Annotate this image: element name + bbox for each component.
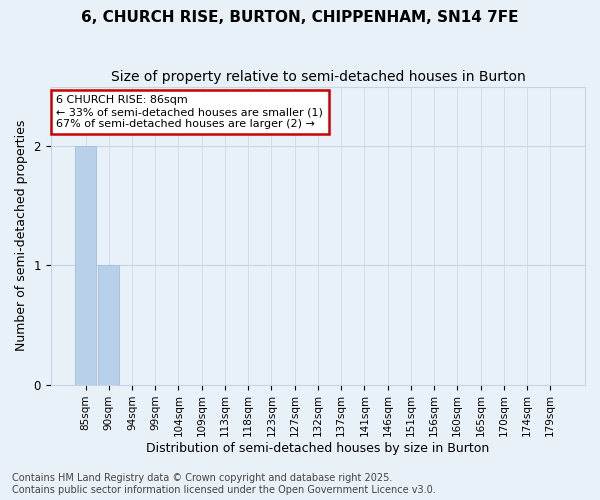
Y-axis label: Number of semi-detached properties: Number of semi-detached properties bbox=[15, 120, 28, 352]
Title: Size of property relative to semi-detached houses in Burton: Size of property relative to semi-detach… bbox=[110, 70, 525, 84]
Bar bbox=[98, 266, 119, 384]
Text: Contains HM Land Registry data © Crown copyright and database right 2025.
Contai: Contains HM Land Registry data © Crown c… bbox=[12, 474, 436, 495]
X-axis label: Distribution of semi-detached houses by size in Burton: Distribution of semi-detached houses by … bbox=[146, 442, 490, 455]
Text: 6 CHURCH RISE: 86sqm
← 33% of semi-detached houses are smaller (1)
67% of semi-d: 6 CHURCH RISE: 86sqm ← 33% of semi-detac… bbox=[56, 96, 323, 128]
Text: 6, CHURCH RISE, BURTON, CHIPPENHAM, SN14 7FE: 6, CHURCH RISE, BURTON, CHIPPENHAM, SN14… bbox=[81, 10, 519, 25]
Bar bbox=[75, 146, 96, 384]
